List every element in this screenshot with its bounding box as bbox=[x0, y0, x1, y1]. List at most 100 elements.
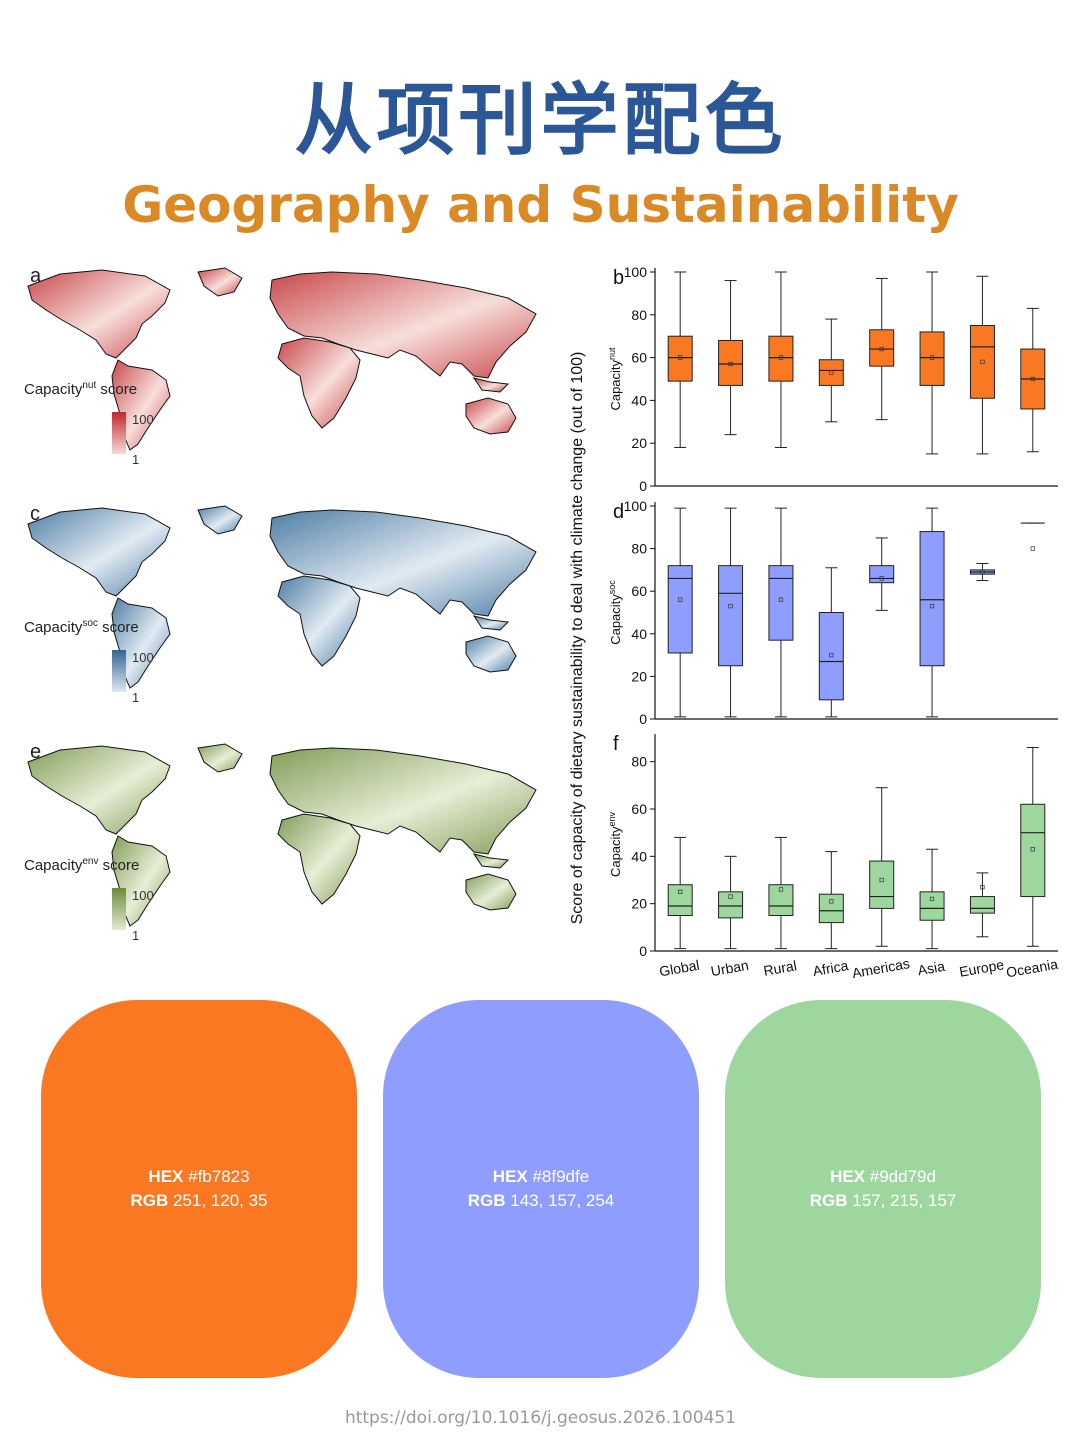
iqr-box bbox=[667, 565, 693, 654]
mean-marker bbox=[829, 899, 834, 904]
x-category-label: Europe bbox=[958, 956, 1005, 980]
shared-y-axis-label: Score of capacity of dietary sustainabil… bbox=[569, 352, 586, 925]
map-panel-c: c Capacitysoc score 100 1 bbox=[24, 503, 537, 705]
legend-title-main: Capacity bbox=[24, 857, 83, 874]
y-tick-label: 40 bbox=[631, 392, 647, 408]
hex-value: #9dd79d bbox=[865, 1167, 936, 1186]
rgb-value: 143, 157, 254 bbox=[505, 1191, 615, 1210]
y-tick-label: 80 bbox=[631, 541, 647, 557]
mean-marker bbox=[678, 355, 683, 360]
y-tick-label: 0 bbox=[639, 711, 647, 727]
mean-marker bbox=[879, 877, 884, 883]
map-legend-title: Capacitynut score bbox=[24, 380, 137, 398]
iqr-box bbox=[919, 531, 945, 667]
box-panel-f: 0 20 40 60 80 f Capacityenv bbox=[607, 733, 1058, 959]
land-mass bbox=[465, 635, 517, 673]
land-mass bbox=[197, 267, 243, 297]
y-label-sup: nut bbox=[607, 347, 617, 360]
y-tick-label: 20 bbox=[631, 435, 647, 451]
mean-marker bbox=[1030, 546, 1035, 551]
iqr-box bbox=[768, 335, 794, 382]
hex-value: #8f9dfe bbox=[527, 1167, 590, 1186]
rgb-label: RGB bbox=[130, 1191, 169, 1210]
box-plot-panel: Score of capacity of dietary sustainabil… bbox=[569, 264, 1059, 981]
y-tick-label: 20 bbox=[631, 896, 647, 912]
y-label-main: Capacity bbox=[608, 594, 623, 645]
box-rural bbox=[768, 271, 794, 448]
mean-marker bbox=[829, 370, 834, 375]
panel-y-label: Capacitysoc bbox=[607, 580, 623, 645]
panel-y-label: Capacityenv bbox=[607, 811, 623, 877]
y-tick-label: 20 bbox=[631, 668, 647, 684]
mean-marker bbox=[1030, 376, 1035, 382]
panel-letter: c bbox=[30, 503, 40, 525]
box-rural bbox=[768, 836, 794, 950]
x-category-label: Africa bbox=[811, 957, 849, 979]
box-asia bbox=[919, 271, 945, 455]
box-asia bbox=[919, 507, 945, 718]
land-mass bbox=[269, 509, 537, 617]
box-urban bbox=[718, 855, 744, 950]
y-tick-label: 0 bbox=[639, 943, 647, 959]
legend-max-label: 100 bbox=[132, 650, 154, 665]
map-legend-title: Capacitysoc score bbox=[24, 618, 139, 636]
page-title: 从项刊学配色 bbox=[294, 76, 787, 166]
box-rural bbox=[768, 507, 794, 718]
mean-marker bbox=[929, 603, 935, 609]
y-tick-label: 40 bbox=[631, 848, 647, 864]
color-swatch-orange: HEX #fb7823 RGB 251, 120, 35 bbox=[41, 1000, 357, 1378]
iqr-box bbox=[718, 339, 744, 386]
iqr-box bbox=[768, 884, 794, 917]
iqr-box bbox=[969, 896, 995, 914]
panel-y-label: Capacitynut bbox=[607, 347, 623, 411]
box-urban bbox=[718, 280, 744, 436]
box-global bbox=[667, 271, 693, 448]
x-category-label: Rural bbox=[762, 957, 798, 979]
land-mass bbox=[472, 853, 510, 869]
box-oceania bbox=[1020, 746, 1046, 947]
legend-title-main: Capacity bbox=[24, 619, 83, 636]
mean-marker bbox=[778, 597, 784, 602]
hex-value: #fb7823 bbox=[183, 1167, 250, 1186]
mean-marker bbox=[1030, 847, 1035, 852]
box-americas bbox=[869, 277, 895, 421]
legend-color-bar bbox=[112, 650, 126, 692]
y-tick-label: 60 bbox=[631, 350, 647, 366]
y-label-main: Capacity bbox=[608, 826, 623, 877]
box-europe bbox=[969, 275, 995, 455]
mean-marker bbox=[980, 884, 985, 890]
mean-marker bbox=[879, 346, 884, 352]
box-oceania bbox=[1020, 307, 1046, 453]
mean-marker bbox=[728, 603, 733, 609]
iqr-box bbox=[667, 335, 693, 382]
box-oceania bbox=[1020, 522, 1045, 551]
iqr-box bbox=[667, 884, 693, 917]
map-panel-e: e Capacityenv score 100 1 bbox=[24, 741, 537, 943]
x-category-label: Americas bbox=[851, 955, 911, 981]
land-mass bbox=[111, 597, 171, 689]
iqr-box bbox=[919, 891, 945, 921]
panel-letter: f bbox=[613, 733, 619, 755]
land-mass bbox=[472, 615, 510, 631]
mean-marker bbox=[980, 359, 985, 365]
iqr-box bbox=[818, 612, 844, 701]
color-swatch-blue: HEX #8f9dfe RGB 143, 157, 254 bbox=[383, 1000, 699, 1378]
land-mass bbox=[465, 873, 517, 911]
legend-title-sup: nut bbox=[82, 380, 96, 391]
mean-marker bbox=[778, 887, 784, 892]
hex-label: HEX bbox=[492, 1167, 528, 1186]
y-tick-label: 0 bbox=[639, 478, 647, 494]
mean-marker bbox=[929, 896, 935, 902]
iqr-box bbox=[768, 565, 794, 641]
rgb-label: RGB bbox=[467, 1191, 506, 1210]
iqr-box bbox=[969, 325, 995, 399]
legend-min-label: 1 bbox=[132, 690, 139, 705]
legend-title-sup: env bbox=[82, 856, 98, 867]
land-mass bbox=[277, 575, 361, 667]
land-mass bbox=[197, 743, 243, 773]
land-mass bbox=[27, 745, 171, 835]
doi-link[interactable]: https://doi.org/10.1016/j.geosus.2026.10… bbox=[344, 1408, 737, 1428]
panel-letter: e bbox=[30, 741, 41, 763]
legend-title-tail: score bbox=[96, 381, 137, 398]
land-mass bbox=[472, 377, 510, 393]
